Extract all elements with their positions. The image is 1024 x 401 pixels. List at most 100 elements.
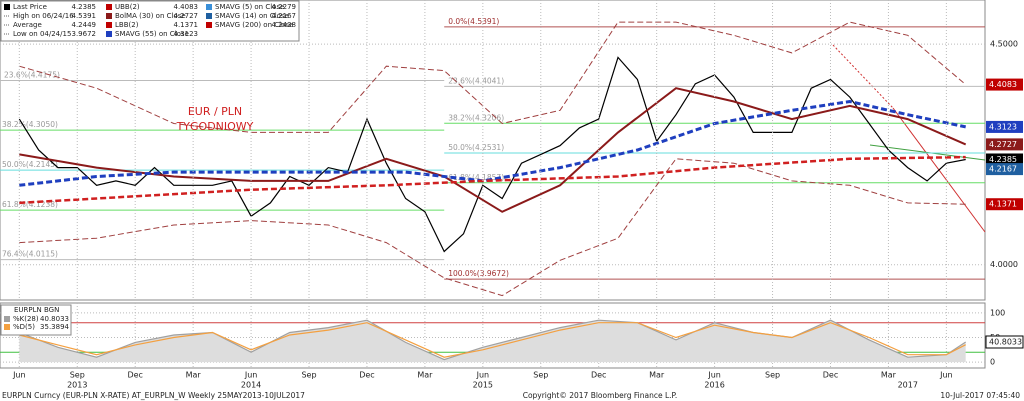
legend-label: SMAVG (14) on Close bbox=[215, 12, 289, 20]
legend-swatch bbox=[4, 324, 10, 330]
value-tag bbox=[986, 138, 1023, 151]
x-tick-label: Dec bbox=[127, 371, 142, 380]
year-label: 2016 bbox=[704, 381, 724, 390]
osc-frame bbox=[0, 302, 986, 369]
series-line bbox=[19, 21, 967, 133]
legend-label: SMAVG (200) on Close bbox=[215, 21, 293, 29]
year-label: 2013 bbox=[67, 381, 87, 390]
legend-label: SMAVG (5) on Close bbox=[215, 3, 284, 11]
x-tick-label: Jun bbox=[707, 371, 721, 380]
legend-label: %K(28) bbox=[13, 315, 39, 323]
x-tick-label: Mar bbox=[649, 371, 665, 380]
value-tag-text: 4.3123 bbox=[989, 122, 1017, 131]
value-tag-text: 4.1371 bbox=[989, 200, 1017, 209]
year-label: 2017 bbox=[898, 381, 918, 390]
legend-value: 4.2438 bbox=[272, 21, 297, 29]
year-label: 2015 bbox=[473, 381, 493, 390]
legend-swatch bbox=[106, 22, 112, 28]
legend-swatch bbox=[4, 316, 10, 322]
fib-label: 23.6%(4.4175) bbox=[4, 71, 60, 80]
legend-value: 4.2279 bbox=[272, 3, 297, 11]
series-line bbox=[19, 155, 966, 205]
value-tag-text: 4.4083 bbox=[989, 80, 1017, 89]
x-tick-label: Jun bbox=[939, 371, 953, 380]
legend-value: 4.5391 bbox=[72, 12, 97, 20]
footer-right: 10-Jul-2017 07:45:40 bbox=[940, 391, 1020, 400]
fib-label: 100.0%(3.9672) bbox=[448, 269, 509, 278]
value-tag-text: 40.8033 bbox=[989, 337, 1022, 346]
value-tag bbox=[986, 78, 1023, 91]
legend-swatch bbox=[4, 4, 10, 10]
legend-value: 35.3894 bbox=[40, 323, 69, 331]
legend-swatch bbox=[206, 4, 212, 10]
x-tick-label: Mar bbox=[417, 371, 433, 380]
value-tag bbox=[986, 198, 1023, 211]
legend-label: UBB(2) bbox=[115, 3, 140, 11]
annotation: EUR / PLN bbox=[188, 105, 242, 118]
legend-label: %D(5) bbox=[13, 323, 35, 331]
x-tick-label: Sep bbox=[301, 371, 316, 380]
x-tick-label: Dec bbox=[359, 371, 374, 380]
legend-value: 4.2727 bbox=[174, 12, 199, 20]
trend-line bbox=[832, 44, 894, 109]
legend-value: 4.2385 bbox=[72, 3, 97, 11]
legend-swatch bbox=[106, 4, 112, 10]
y-tick-label: 0 bbox=[990, 358, 995, 367]
series-line bbox=[19, 99, 967, 187]
x-tick-label: Dec bbox=[591, 371, 606, 380]
x-tick-label: Jun bbox=[476, 371, 490, 380]
value-tag bbox=[986, 153, 1023, 166]
series-line bbox=[19, 322, 966, 358]
value-tag-text: 4.2727 bbox=[989, 140, 1017, 149]
x-tick-label: Sep bbox=[765, 371, 780, 380]
legend-swatch bbox=[206, 22, 212, 28]
fib-label: 50.0%(4.2145) bbox=[2, 160, 58, 169]
series-line bbox=[19, 87, 967, 213]
x-tick-label: Dec bbox=[823, 371, 838, 380]
legend-value: 4.2167 bbox=[272, 12, 297, 20]
legend-value: 40.8033 bbox=[40, 315, 69, 323]
fib-label: 23.6%(4.4041) bbox=[448, 76, 504, 85]
legend-label: Low on 04/24/15 bbox=[13, 30, 71, 38]
legend-value: 3.9672 bbox=[72, 30, 97, 38]
footer-center: Copyright© 2017 Bloomberg Finance L.P. bbox=[523, 391, 678, 400]
annotation: TYGODNIOWY bbox=[176, 120, 254, 133]
footer-left: EURPLN Curncy (EUR-PLN X-RATE) AT_EURPLN… bbox=[2, 391, 305, 400]
fib-label: 50.0%(4.2531) bbox=[448, 143, 504, 152]
legend-value: 4.3123 bbox=[174, 30, 199, 38]
legend-box bbox=[0, 304, 72, 336]
area bbox=[19, 320, 966, 363]
fib-label: 61.8%(4.1857) bbox=[448, 173, 504, 182]
legend-label: High on 06/24/16 bbox=[13, 12, 74, 20]
x-tick-label: Jun bbox=[244, 371, 258, 380]
fib-label: 38.2%(4.3050) bbox=[2, 120, 58, 129]
series-line bbox=[19, 158, 966, 297]
plot: 23.6%(4.4175) 38.2%(4.3050) 50.0%(4.2145) 6… bbox=[0, 0, 985, 368]
y-tick-label: 4.5000 bbox=[990, 40, 1018, 49]
fib-label: 76.4%(4.0115) bbox=[2, 250, 58, 259]
fib-label: 0.0%(4.5391) bbox=[448, 17, 499, 26]
value-tag-text: 4.2385 bbox=[989, 155, 1017, 164]
legend-swatch bbox=[206, 13, 212, 19]
fib-label: 38.2%(4.3206) bbox=[448, 113, 504, 122]
legend-value: 4.4083 bbox=[174, 3, 199, 11]
year-label: 2014 bbox=[241, 381, 261, 390]
legend-label: LBB(2) bbox=[115, 21, 139, 29]
x-tick-label: Mar bbox=[881, 371, 897, 380]
value-tag bbox=[985, 335, 1024, 349]
legend-swatch bbox=[106, 13, 112, 19]
x-tick-label: Jun bbox=[12, 371, 26, 380]
value-tag-text: 4.2167 bbox=[989, 165, 1017, 174]
legend-value: 4.1371 bbox=[174, 21, 199, 29]
trend-line bbox=[869, 144, 986, 161]
legend-label: SMAVG (55) on Close bbox=[115, 30, 189, 38]
value-tag bbox=[986, 163, 1023, 176]
x-tick-label: Mar bbox=[186, 371, 202, 380]
osc-title: EURPLN BGN bbox=[14, 306, 59, 314]
fib-label: 61.8%(4.1238) bbox=[2, 200, 58, 209]
series-line bbox=[19, 319, 967, 361]
series-line bbox=[18, 56, 966, 253]
value-tag bbox=[986, 120, 1023, 133]
legend-box bbox=[0, 0, 300, 42]
